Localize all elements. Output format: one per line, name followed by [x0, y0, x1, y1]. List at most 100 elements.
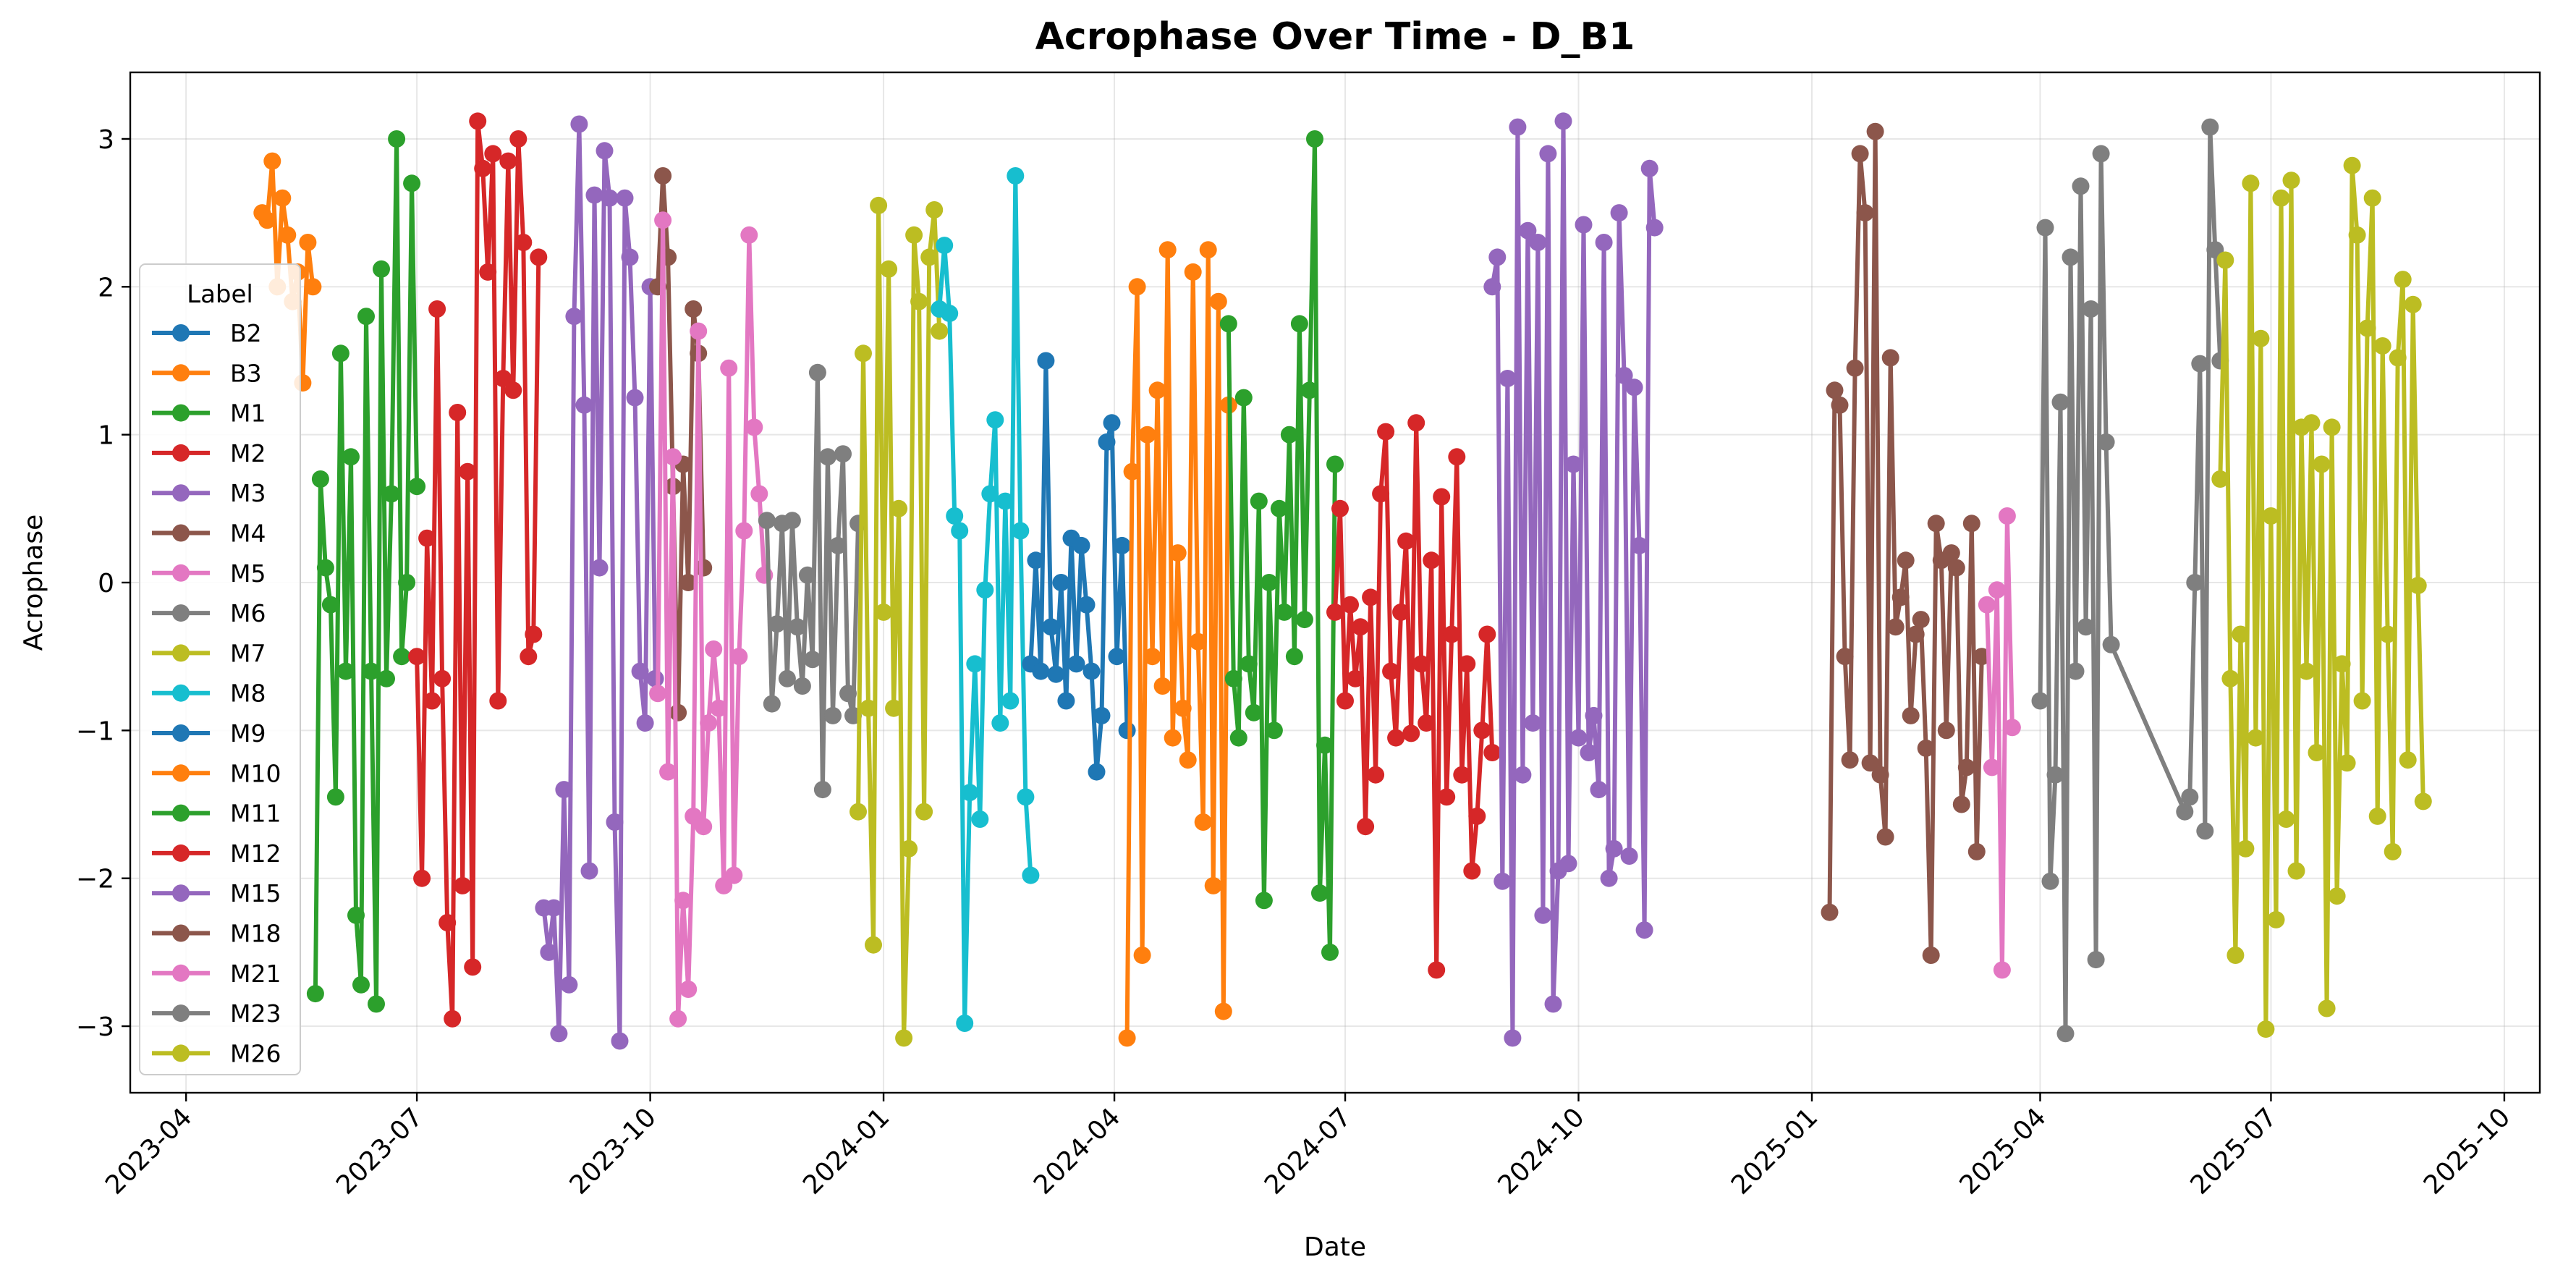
data-point-m8	[986, 411, 1004, 429]
data-point-m6	[808, 363, 826, 381]
data-point-m15	[1580, 744, 1598, 761]
data-point-m26	[2267, 910, 2285, 928]
series-line-m12	[1333, 420, 1495, 973]
data-point-m3	[626, 389, 644, 407]
data-point-m18	[1846, 359, 1864, 377]
data-point-m12	[1377, 423, 1395, 441]
data-point-m5	[664, 448, 682, 466]
data-point-m11	[1306, 130, 1323, 148]
data-point-m3	[580, 862, 598, 880]
data-point-m11	[1290, 315, 1308, 333]
data-point-m7	[880, 260, 898, 278]
legend-entry-m9: M9	[152, 719, 266, 748]
data-point-m18	[1891, 588, 1910, 606]
data-point-m10	[1133, 947, 1151, 964]
data-point-m15	[1529, 234, 1547, 251]
data-point-m10	[1123, 462, 1141, 481]
data-point-m8	[976, 581, 994, 599]
data-point-m9	[1032, 662, 1050, 680]
data-point-m2	[433, 669, 452, 687]
data-point-m12	[1448, 448, 1466, 466]
legend-box	[139, 263, 301, 1075]
data-point-m15	[1605, 839, 1623, 858]
data-point-m11	[1224, 669, 1242, 687]
data-point-m9	[1103, 414, 1121, 432]
data-point-m8	[996, 492, 1014, 510]
data-point-m26	[2384, 842, 2402, 860]
data-point-m10	[1184, 263, 1202, 281]
data-point-m12	[1326, 603, 1344, 621]
data-point-m8	[981, 485, 999, 503]
data-point-m6	[788, 618, 806, 636]
data-point-m18	[1902, 706, 1920, 724]
data-point-m15	[1610, 204, 1628, 222]
legend-label: M8	[230, 680, 266, 708]
data-point-m15	[1483, 278, 1501, 296]
series-m23	[2031, 118, 2229, 1043]
data-point-m12	[1362, 588, 1380, 606]
data-point-m2	[514, 234, 533, 251]
data-point-m3	[621, 248, 639, 266]
data-point-m26	[2287, 862, 2305, 880]
data-point-b3	[279, 226, 297, 244]
data-point-m12	[1443, 625, 1461, 643]
data-point-m6	[824, 706, 842, 724]
data-point-m26	[2318, 999, 2336, 1017]
data-point-m26	[2394, 271, 2412, 289]
data-point-m2	[469, 112, 487, 130]
data-point-m1	[316, 559, 334, 577]
data-point-m7	[890, 499, 908, 517]
data-point-m26	[2308, 744, 2326, 761]
data-point-m26	[2216, 251, 2234, 269]
series-m3	[535, 115, 664, 1050]
data-point-m11	[1295, 611, 1313, 629]
data-point-m15	[1630, 536, 1648, 554]
data-point-m15	[1509, 118, 1527, 136]
data-point-m12	[1331, 499, 1349, 517]
data-point-m10	[1164, 729, 1182, 747]
legend-swatch-marker	[172, 964, 190, 982]
data-point-m15	[1645, 219, 1664, 237]
data-point-m12	[1357, 818, 1375, 836]
data-point-m12	[1453, 766, 1471, 784]
series-m15	[1483, 112, 1664, 1047]
data-point-m23	[2092, 145, 2110, 163]
data-point-m5	[725, 866, 743, 884]
data-point-m18	[1866, 122, 1884, 140]
data-point-m26	[2348, 226, 2366, 244]
data-point-m26	[2252, 329, 2270, 347]
data-point-m15	[1575, 216, 1593, 234]
legend-entry-m2: M2	[152, 439, 266, 467]
data-point-m6	[778, 669, 796, 687]
data-point-m23	[2051, 393, 2069, 411]
data-point-m8	[941, 305, 959, 323]
legend-swatch-marker	[172, 444, 190, 462]
data-point-m6	[763, 695, 781, 713]
legend-swatch-marker	[172, 764, 190, 782]
data-point-m5	[740, 226, 758, 244]
data-point-m6	[818, 448, 836, 466]
legend-entry-m8: M8	[152, 680, 266, 708]
data-point-m10	[1118, 1029, 1136, 1047]
data-point-m26	[2414, 792, 2432, 811]
data-point-m1	[368, 995, 385, 1013]
data-point-m18	[1897, 551, 1915, 570]
data-point-m26	[2368, 807, 2386, 825]
data-point-m4	[685, 300, 703, 318]
data-point-m26	[2333, 655, 2351, 673]
data-point-m15	[1494, 872, 1512, 890]
y-tick-label: 2	[98, 273, 114, 302]
series-line-m5	[656, 218, 767, 1021]
y-tick-label: 1	[98, 421, 114, 451]
data-point-m2	[418, 529, 436, 547]
data-point-m7	[875, 603, 893, 621]
data-point-m6	[758, 512, 776, 530]
data-point-m1	[347, 906, 365, 924]
series-m18	[1821, 122, 1991, 964]
data-point-m10	[1169, 544, 1187, 562]
data-point-m18	[1841, 751, 1859, 769]
data-point-m12	[1438, 788, 1456, 806]
data-point-m18	[1836, 648, 1854, 666]
data-point-m26	[2358, 319, 2376, 337]
data-point-m8	[1017, 788, 1035, 806]
